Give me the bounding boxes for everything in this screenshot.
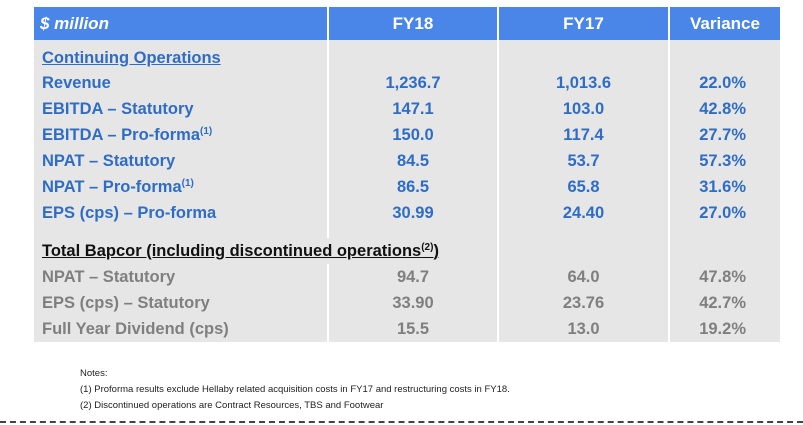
row-fy17: 103.0 (498, 96, 670, 122)
row-fy18: 15.5 (328, 316, 499, 342)
financial-summary-table: $ million FY18 FY17 Variance Continuing … (34, 7, 780, 342)
table-row: EBITDA – Pro-forma(1) 150.0 117.4 27.7% (34, 122, 780, 148)
table-row: EBITDA – Statutory 147.1 103.0 42.8% (34, 96, 780, 122)
row-fy17: 1,013.6 (498, 70, 670, 96)
row-variance: 31.6% (669, 174, 780, 200)
row-label: NPAT – Statutory (34, 264, 329, 290)
table-row: Full Year Dividend (cps) 15.5 13.0 19.2% (34, 316, 780, 342)
row-fy17: 53.7 (498, 148, 670, 174)
section-title-total: Total Bapcor (including discontinued ope… (34, 238, 499, 264)
table-row: NPAT – Pro-forma(1) 86.5 65.8 31.6% (34, 174, 780, 200)
row-label: EBITDA – Pro-forma(1) (34, 122, 329, 148)
row-variance: 19.2% (669, 316, 780, 342)
header-row: $ million FY18 FY17 Variance (34, 7, 780, 40)
row-variance: 42.7% (669, 290, 780, 316)
row-fy18: 30.99 (328, 200, 499, 226)
row-variance: 27.0% (669, 200, 780, 226)
row-fy18: 147.1 (328, 96, 499, 122)
notes: Notes: (1) Proforma results exclude Hell… (80, 366, 510, 414)
row-fy17: 24.40 (498, 200, 670, 226)
row-label: Revenue (34, 70, 329, 96)
row-label: EPS (cps) – Statutory (34, 290, 329, 316)
header-fy17: FY17 (498, 7, 670, 40)
row-fy18: 86.5 (328, 174, 499, 200)
row-fy18: 84.5 (328, 148, 499, 174)
table-row: Revenue 1,236.7 1,013.6 22.0% (34, 70, 780, 96)
table-row: NPAT – Statutory 84.5 53.7 57.3% (34, 148, 780, 174)
row-fy17: 65.8 (498, 174, 670, 200)
header-variance: Variance (669, 7, 780, 40)
section-continuing: Continuing Operations (34, 40, 780, 70)
spacer-row (34, 226, 780, 238)
notes-heading: Notes: (80, 368, 108, 379)
dashed-divider (0, 421, 803, 423)
row-label: EBITDA – Statutory (34, 96, 329, 122)
row-variance: 57.3% (669, 148, 780, 174)
row-label: NPAT – Pro-forma(1) (34, 174, 329, 200)
financial-summary-table-wrap: $ million FY18 FY17 Variance Continuing … (34, 7, 780, 342)
row-variance: 42.8% (669, 96, 780, 122)
note-2: (2) Discontinued operations are Contract… (80, 400, 384, 411)
header-unit: $ million (34, 7, 329, 40)
row-fy17: 23.76 (498, 290, 670, 316)
note-1: (1) Proforma results exclude Hellaby rel… (80, 384, 510, 395)
header-fy18: FY18 (328, 7, 499, 40)
row-fy18: 94.7 (328, 264, 499, 290)
row-variance: 47.8% (669, 264, 780, 290)
row-label: Full Year Dividend (cps) (34, 316, 329, 342)
row-fy18: 150.0 (328, 122, 499, 148)
row-fy17: 13.0 (498, 316, 670, 342)
table-row: NPAT – Statutory 94.7 64.0 47.8% (34, 264, 780, 290)
row-fy18: 33.90 (328, 290, 499, 316)
section-title-continuing: Continuing Operations (34, 40, 329, 70)
section-total: Total Bapcor (including discontinued ope… (34, 238, 780, 264)
row-label: NPAT – Statutory (34, 148, 329, 174)
table-row: EPS (cps) – Pro-forma 30.99 24.40 27.0% (34, 200, 780, 226)
row-variance: 27.7% (669, 122, 780, 148)
row-fy17: 117.4 (498, 122, 670, 148)
row-label: EPS (cps) – Pro-forma (34, 200, 329, 226)
row-fy17: 64.0 (498, 264, 670, 290)
row-variance: 22.0% (669, 70, 780, 96)
row-fy18: 1,236.7 (328, 70, 499, 96)
table-row: EPS (cps) – Statutory 33.90 23.76 42.7% (34, 290, 780, 316)
